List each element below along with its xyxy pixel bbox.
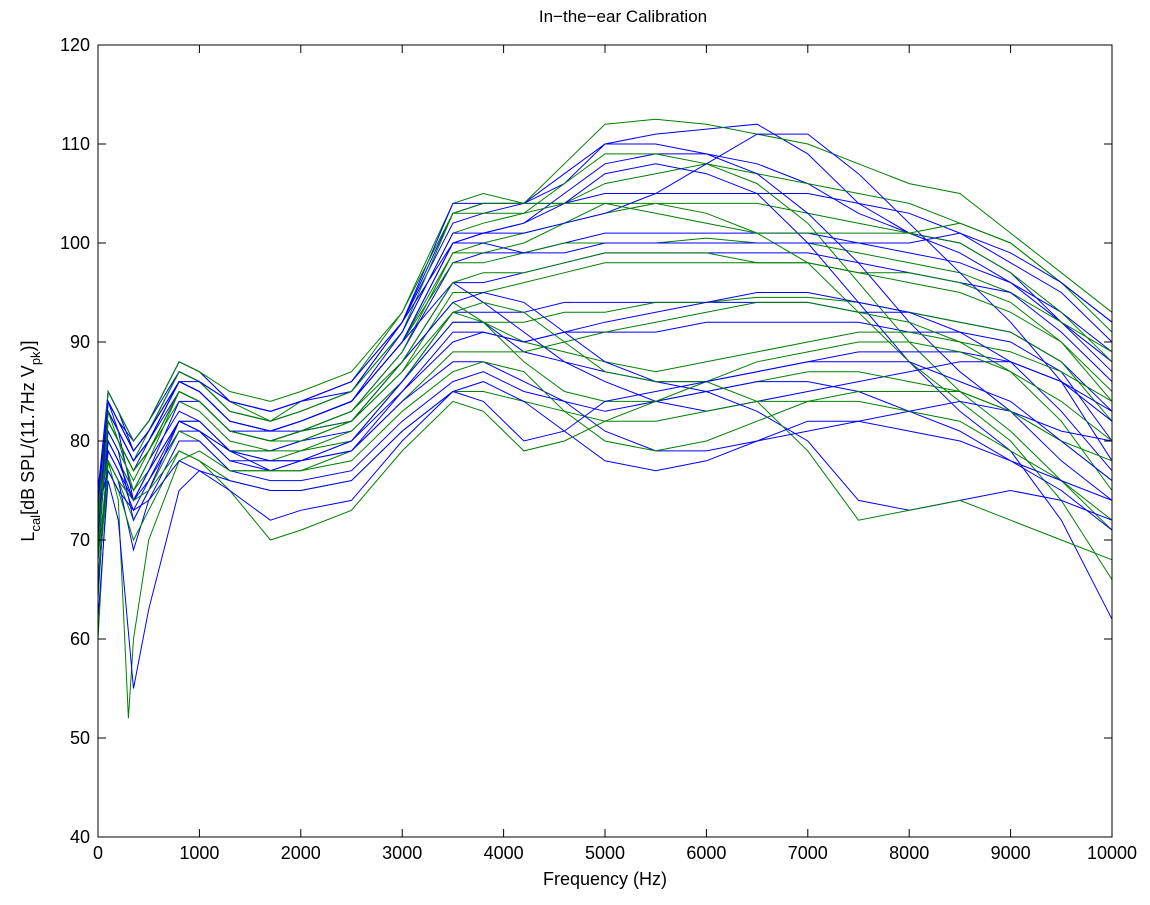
series-line-6 (97, 237, 1113, 531)
series-line-31 (97, 381, 1113, 689)
y-axis-label-end: )] (18, 340, 38, 351)
y-tick-label: 110 (61, 134, 90, 154)
series-line-15 (97, 153, 1113, 541)
series-line-21 (97, 292, 1113, 502)
series-line-9 (97, 301, 1113, 521)
x-tick-label: 2000 (281, 843, 321, 863)
series-line-36 (97, 252, 1113, 550)
y-tick-label: 100 (60, 233, 90, 253)
series-line-30 (97, 361, 1113, 719)
y-axis: 40 50 60 70 80 90 100 110 120 (60, 35, 1112, 847)
series-line-7 (97, 252, 1113, 501)
x-axis: 0 1000 2000 3000 4000 5000 6000 7000 8000 9000 100… (93, 45, 1137, 863)
x-tick-label: 6000 (686, 843, 726, 863)
y-tick-label: 40 (70, 827, 90, 847)
series-line-25 (97, 371, 1113, 590)
x-tick-label: 0 (93, 843, 103, 863)
series-line-18 (97, 133, 1113, 521)
x-tick-label: 1000 (179, 843, 219, 863)
y-axis-label-mid: [dB SPL/(11.7Hz V (18, 365, 38, 515)
y-axis-label-sub-cal: cal (28, 515, 43, 532)
x-tick-label: 3000 (382, 843, 422, 863)
series-line-2 (97, 118, 1113, 541)
series-line-27 (97, 291, 1113, 541)
y-axis-label-sub-pk: pk (28, 351, 43, 365)
x-tick-label: 10000 (1087, 843, 1137, 863)
series-line-34 (97, 202, 1113, 521)
y-axis-label-main: L (18, 532, 38, 542)
x-tick-label: 8000 (889, 843, 929, 863)
y-tick-label: 90 (70, 332, 90, 352)
y-tick-label: 80 (70, 431, 90, 451)
y-tick-label: 70 (70, 530, 90, 550)
y-axis-label: Lcal[dB SPL/(11.7Hz Vpk)] (18, 340, 43, 541)
y-tick-label: 60 (70, 629, 90, 649)
x-tick-label: 7000 (788, 843, 828, 863)
x-tick-label: 9000 (991, 843, 1031, 863)
chart-title: In−the−ear Calibration (539, 7, 707, 26)
series-line-32 (97, 341, 1113, 541)
series-line-35 (97, 232, 1113, 501)
x-axis-label: Frequency (Hz) (543, 869, 667, 889)
series-line-22 (97, 301, 1113, 560)
x-tick-label: 5000 (585, 843, 625, 863)
x-tick-label: 4000 (484, 843, 524, 863)
series-line-4 (97, 163, 1113, 511)
y-tick-label: 120 (60, 35, 90, 55)
series-line-26 (97, 391, 1113, 580)
series-line-33 (97, 361, 1113, 521)
series-line-10 (97, 296, 1113, 541)
y-tick-label: 50 (70, 728, 90, 748)
plot-lines (97, 118, 1113, 719)
series-line-28 (97, 301, 1113, 561)
